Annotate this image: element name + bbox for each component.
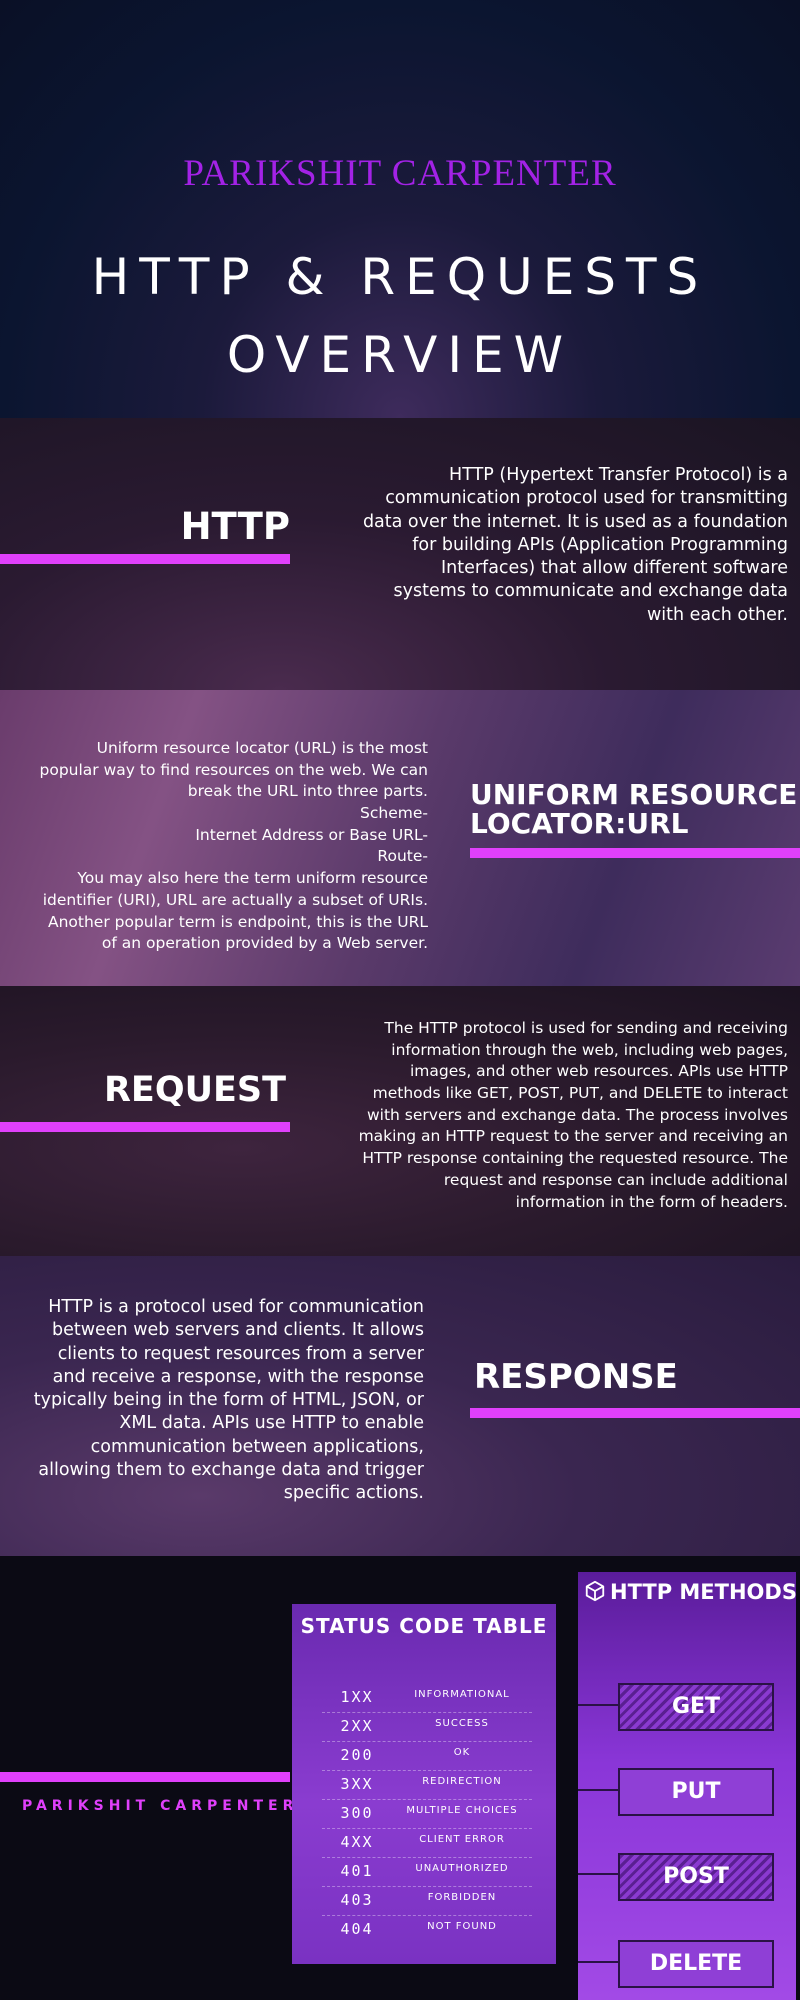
section-heading-url-line-1: UNIFORM RESOURCE bbox=[470, 778, 798, 811]
footer-author: PARIKSHIT CARPENTER bbox=[22, 1798, 299, 1814]
status-description: OK bbox=[453, 1747, 471, 1758]
accent-bar bbox=[0, 554, 290, 564]
connector-line bbox=[578, 1789, 618, 1791]
method-post-button[interactable]: POST bbox=[618, 1853, 774, 1901]
section-request: REQUEST The HTTP protocol is used for se… bbox=[0, 986, 800, 1256]
status-row: 200 OK bbox=[322, 1742, 532, 1771]
section-http: HTTP HTTP (Hypertext Transfer Protocol) … bbox=[0, 418, 800, 690]
status-row: 300 MULTIPLE CHOICES bbox=[322, 1800, 532, 1829]
section-text-http: HTTP (Hypertext Transfer Protocol) is a … bbox=[362, 465, 788, 625]
status-code: 401 bbox=[340, 1862, 374, 1880]
section-heading-response: RESPONSE bbox=[474, 1357, 678, 1397]
status-description: SUCCESS bbox=[435, 1718, 489, 1729]
status-row: 401 UNAUTHORIZED bbox=[322, 1858, 532, 1887]
author-name: PARIKSHIT CARPENTER bbox=[183, 153, 617, 194]
hero-banner: PARIKSHIT CARPENTER HTTP & REQUESTS OVER… bbox=[0, 0, 800, 418]
http-methods-title-text: HTTP METHODS bbox=[610, 1580, 797, 1604]
status-code: 300 bbox=[340, 1804, 374, 1822]
section-heading-http: HTTP bbox=[180, 505, 290, 548]
status-code: 200 bbox=[340, 1746, 374, 1764]
status-description: NOT FOUND bbox=[427, 1921, 497, 1932]
box-icon bbox=[585, 1580, 605, 1602]
status-description: INFORMATIONAL bbox=[414, 1689, 510, 1700]
section-heading-url-line-2: LOCATOR:URL bbox=[470, 807, 689, 841]
status-code: 404 bbox=[340, 1920, 374, 1938]
section-text-request: The HTTP protocol is used for sending an… bbox=[358, 1019, 788, 1211]
status-code: 403 bbox=[340, 1891, 374, 1909]
status-row: 4XX CLIENT ERROR bbox=[322, 1829, 532, 1858]
status-row: 3XX REDIRECTION bbox=[322, 1771, 532, 1800]
connector-line bbox=[578, 1873, 618, 1875]
http-methods-title: HTTP METHODS bbox=[584, 1580, 797, 1604]
status-description: UNAUTHORIZED bbox=[415, 1863, 509, 1874]
status-row: 2XX SUCCESS bbox=[322, 1713, 532, 1742]
section-heading-url: UNIFORM RESOURCE LOCATOR:URL bbox=[470, 780, 797, 839]
section-text-response: HTTP is a protocol used for communicatio… bbox=[33, 1297, 424, 1504]
page-title-line-2: OVERVIEW bbox=[226, 326, 574, 384]
status-row: 404 NOT FOUND bbox=[322, 1916, 532, 1944]
page-title-line-1: HTTP & REQUESTS bbox=[91, 248, 709, 306]
status-row: 403 FORBIDDEN bbox=[322, 1887, 532, 1916]
status-description: MULTIPLE CHOICES bbox=[406, 1805, 518, 1816]
accent-bar bbox=[0, 1772, 290, 1782]
status-code: 1XX bbox=[340, 1688, 374, 1706]
status-code: 3XX bbox=[340, 1775, 374, 1793]
section-response: RESPONSE HTTP is a protocol used for com… bbox=[0, 1256, 800, 1556]
method-put-button[interactable]: PUT bbox=[618, 1768, 774, 1816]
accent-bar bbox=[0, 1122, 290, 1132]
status-code-table: STATUS CODE TABLE 1XX INFORMATIONAL 2XX … bbox=[292, 1604, 556, 1964]
status-description: FORBIDDEN bbox=[427, 1892, 497, 1903]
section-heading-request: REQUEST bbox=[103, 1070, 286, 1110]
status-description: REDIRECTION bbox=[422, 1776, 502, 1787]
status-row: 1XX INFORMATIONAL bbox=[322, 1684, 532, 1713]
accent-bar bbox=[470, 848, 800, 858]
accent-bar bbox=[470, 1408, 800, 1418]
connector-line bbox=[578, 1961, 618, 1963]
connector-line bbox=[578, 1704, 618, 1706]
section-url: UNIFORM RESOURCE LOCATOR:URL Uniform res… bbox=[0, 690, 800, 986]
method-delete-button[interactable]: DELETE bbox=[618, 1940, 774, 1988]
page-title: HTTP & REQUESTS OVERVIEW bbox=[0, 238, 800, 394]
status-table-title: STATUS CODE TABLE bbox=[300, 1614, 548, 1638]
status-description: CLIENT ERROR bbox=[419, 1834, 505, 1845]
status-code: 4XX bbox=[340, 1833, 374, 1851]
http-methods-panel: HTTP METHODS GET PUT POST DELETE bbox=[578, 1572, 797, 2000]
section-text-url: Uniform resource locator (URL) is the mo… bbox=[39, 739, 428, 953]
method-get-button[interactable]: GET bbox=[618, 1683, 774, 1731]
status-code: 2XX bbox=[340, 1717, 374, 1735]
